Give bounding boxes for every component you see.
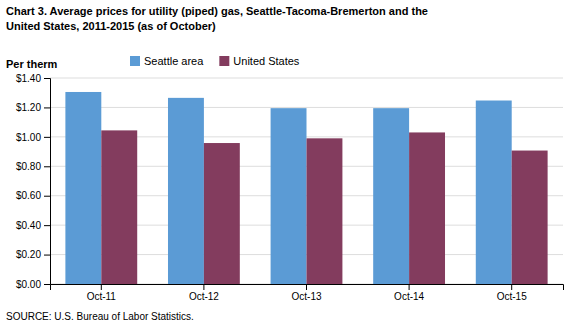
- tick-label: $0.60: [16, 190, 41, 201]
- tick: $1.40: [16, 73, 50, 84]
- tick-label: Oct-13: [291, 291, 321, 302]
- tick-label: Oct-12: [189, 291, 219, 302]
- bars: [65, 92, 547, 284]
- plot: $0.00 $0.20 $0.40 $0.60 $0.80 $1.00 $1.20 $1.40…: [16, 73, 564, 302]
- tick-label: Oct-14: [394, 291, 424, 302]
- tick-mark: [44, 137, 50, 138]
- tick-label: $0.20: [16, 249, 41, 260]
- bar: [271, 108, 307, 284]
- bar: [168, 98, 204, 284]
- tick: $1.20: [16, 102, 50, 113]
- bar: [65, 92, 101, 284]
- title: Chart 3. Average prices for utility (pip…: [6, 5, 428, 17]
- bar: [476, 101, 512, 284]
- legend-swatch: [130, 56, 140, 66]
- tick-label: Oct-11: [87, 291, 117, 302]
- axis-title: Per therm: [6, 58, 58, 70]
- axis-line: [51, 285, 564, 291]
- tick: Oct-13: [291, 284, 321, 302]
- tick: Oct-14: [394, 284, 424, 302]
- legend: Seattle area United States: [130, 55, 300, 67]
- tick-mark: [44, 107, 50, 108]
- tick-label: $0.80: [16, 161, 41, 172]
- legend-swatch: [219, 56, 229, 66]
- bar: [512, 151, 548, 284]
- bar: [307, 138, 343, 284]
- bar: [101, 130, 137, 284]
- tick-mark: [203, 284, 204, 290]
- tick-mark: [44, 78, 50, 79]
- tick: $0.00: [16, 279, 50, 290]
- axis-line: [44, 79, 51, 285]
- tick-mark: [44, 255, 50, 256]
- series: [65, 92, 511, 284]
- y-axis: $0.00 $0.20 $0.40 $0.60 $0.80 $1.00 $1.20 $1.40: [16, 73, 51, 290]
- tick-label: $0.00: [16, 279, 41, 290]
- tick: $0.60: [16, 190, 50, 201]
- bar: [409, 132, 445, 284]
- grid-line: [50, 78, 563, 79]
- legend-item: United States: [219, 55, 300, 67]
- tick-mark: [511, 284, 512, 290]
- annotation: SOURCE: U.S. Bureau of Labor Statistics.: [6, 311, 194, 322]
- tick: $0.40: [16, 220, 50, 231]
- tick-mark: [44, 284, 50, 285]
- legend-item: Seattle area: [130, 55, 204, 67]
- tick-mark: [306, 284, 307, 290]
- tick: Oct-11: [87, 284, 117, 302]
- tick-mark: [409, 284, 410, 290]
- tick-label: Oct-15: [497, 291, 527, 302]
- chart: Chart 3. Average prices for utility (pip…: [0, 0, 579, 326]
- grid: [50, 78, 563, 284]
- x-axis: Oct-11 Oct-12 Oct-13 Oct-14 Oct-15: [51, 284, 564, 302]
- tick-mark: [101, 284, 102, 290]
- tick-mark: [44, 225, 50, 226]
- tick-label: $0.40: [16, 220, 41, 231]
- tick-label: $1.00: [16, 132, 41, 143]
- series: [101, 130, 547, 284]
- tick: $0.20: [16, 249, 50, 260]
- tick: Oct-12: [189, 284, 219, 302]
- tick-mark: [44, 166, 50, 167]
- legend-label: United States: [233, 55, 300, 67]
- tick: $0.80: [16, 161, 50, 172]
- tick-mark: [44, 196, 50, 197]
- legend-label: Seattle area: [144, 55, 204, 67]
- tick-label: $1.40: [16, 73, 41, 84]
- tick: Oct-15: [497, 284, 527, 302]
- subtitle: United States, 2011-2015 (as of October): [6, 20, 216, 32]
- tick-label: $1.20: [16, 102, 41, 113]
- tick: $1.00: [16, 132, 50, 143]
- bar: [204, 143, 240, 284]
- bar: [373, 108, 409, 284]
